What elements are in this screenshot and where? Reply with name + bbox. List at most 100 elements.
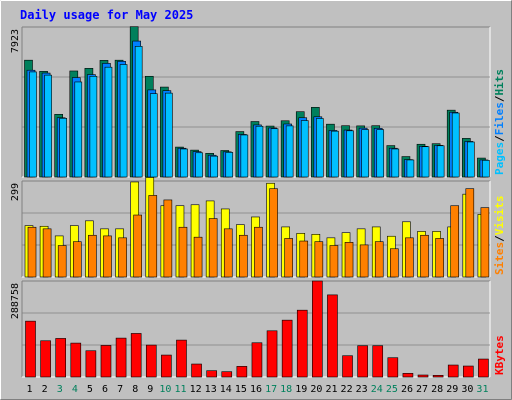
pages-bar-rect [210, 155, 218, 178]
day-group [40, 340, 51, 378]
pages-bar [165, 92, 173, 178]
day-group [342, 355, 353, 378]
pages-bar-rect [44, 74, 52, 178]
x-tick-label: 13 [205, 384, 217, 395]
kbytes-bar-rect [478, 358, 489, 378]
legend-bottom: KBytes [493, 335, 506, 375]
day-group [371, 125, 385, 178]
day-group [145, 344, 157, 378]
sites-bar-rect [163, 199, 173, 278]
kbytes-bar-rect [251, 342, 263, 378]
pages-bar [44, 74, 52, 178]
pages-bar [149, 93, 158, 178]
pages-bar-rect [436, 145, 445, 178]
day-group [266, 330, 278, 378]
pages-bar [331, 130, 339, 178]
kbytes-bar-rect [70, 342, 82, 378]
day-group [477, 157, 490, 178]
day-group [176, 339, 187, 378]
day-group [235, 131, 249, 178]
day-group [191, 363, 202, 378]
pages-bar [406, 159, 415, 178]
day-group [206, 370, 217, 378]
kbytes-bar-rect [40, 340, 51, 378]
kbytes-bar-rect [176, 339, 187, 378]
day-group [161, 354, 172, 378]
y-max-label: 7923 [10, 29, 21, 53]
legend-item: / [493, 95, 506, 102]
sites-bar-rect [359, 244, 369, 278]
day-group [190, 149, 203, 178]
day-group [175, 205, 188, 278]
kbytes-bar-rect [266, 330, 278, 378]
day-group [281, 319, 293, 378]
sites-bar [72, 241, 82, 278]
sites-bar [344, 242, 354, 278]
day-group [114, 59, 128, 178]
x-tick-label: 22 [341, 384, 353, 395]
sites-bar-rect [208, 218, 218, 278]
kbytes-bar [357, 345, 368, 378]
sites-bar [450, 205, 460, 278]
day-group [296, 309, 308, 378]
day-group [266, 182, 278, 278]
top-panel: 7923 [10, 26, 491, 178]
kbytes-bar [25, 320, 36, 378]
x-tick-label: 16 [250, 384, 262, 395]
day-group [144, 75, 158, 178]
pages-bar [74, 81, 83, 178]
x-tick-label: 2 [42, 384, 48, 395]
day-group [70, 342, 82, 378]
day-group [39, 225, 52, 278]
day-group [236, 366, 248, 378]
kbytes-bar-rect [342, 355, 353, 378]
sites-bar-rect [178, 226, 188, 278]
day-group [372, 345, 384, 378]
sites-bar [359, 244, 369, 278]
x-tick-label: 20 [310, 384, 322, 395]
day-group [431, 143, 445, 178]
sites-bar [299, 240, 309, 278]
x-tick-label: 31 [476, 384, 488, 395]
sites-bar [329, 245, 339, 278]
kbytes-bar-rect [281, 319, 293, 378]
sites-bar [239, 234, 248, 278]
x-tick-label: 4 [72, 384, 78, 395]
pages-bar [180, 148, 188, 178]
x-tick-label: 23 [356, 384, 368, 395]
pages-bar [376, 129, 385, 178]
pages-bar-rect [180, 148, 188, 178]
kbytes-bar-rect [191, 363, 202, 378]
day-group [432, 231, 444, 278]
day-group [129, 26, 143, 178]
day-group [220, 150, 234, 178]
pages-bar-rect [316, 118, 324, 178]
day-group [69, 70, 83, 178]
day-group [205, 200, 218, 278]
pages-bar-rect [29, 71, 37, 178]
kbytes-bar-rect [357, 345, 368, 378]
kbytes-bar [221, 371, 233, 378]
kbytes-bar [55, 338, 66, 378]
sites-bar-rect [133, 214, 142, 278]
sites-bar [178, 226, 188, 278]
sites-bar [208, 218, 218, 278]
day-group [356, 228, 369, 278]
sites-bar [148, 195, 158, 278]
sites-bar-rect [480, 207, 490, 278]
day-group [54, 235, 67, 278]
pages-bar [421, 146, 430, 178]
sites-bar [42, 228, 52, 278]
kbytes-bar [463, 365, 474, 378]
sites-bar [88, 234, 97, 278]
x-tick-label: 15 [235, 384, 247, 395]
legend-middle: Sites/Visits [493, 196, 506, 276]
pages-bar-rect [149, 93, 158, 178]
x-tick-label: 30 [461, 384, 473, 395]
sites-bar-rect [420, 234, 429, 278]
sites-bar [390, 248, 399, 278]
pages-bar [482, 160, 490, 178]
x-tick-label: 26 [401, 384, 413, 395]
pages-bar [391, 148, 400, 178]
sites-bar [269, 188, 278, 278]
